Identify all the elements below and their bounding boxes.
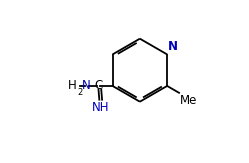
Text: Me: Me <box>180 94 197 107</box>
Text: NH: NH <box>92 101 109 114</box>
Text: H: H <box>67 79 76 92</box>
Text: N: N <box>168 40 178 53</box>
Text: C: C <box>95 79 103 92</box>
Text: N: N <box>82 79 91 92</box>
Text: 2: 2 <box>77 88 83 97</box>
